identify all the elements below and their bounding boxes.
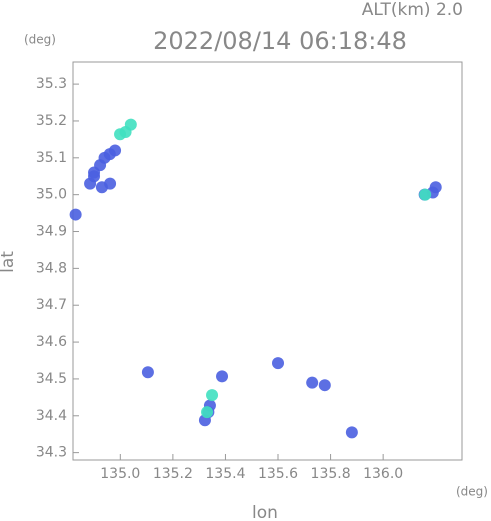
x-tick-label: 135.0 [100,466,140,482]
echo-cell [109,144,122,157]
y-axis-label: lat [0,251,18,273]
x-tick-label: 135.4 [205,466,245,482]
echo-cell [272,357,285,370]
y-tick-label: 34.4 [36,408,67,424]
echo-cell [429,181,442,194]
echo-cell [141,366,154,379]
echo-cell [206,389,219,402]
x-tick-label: 136.0 [363,466,403,482]
x-tick-label: 135.2 [153,466,193,482]
y-tick-label: 34.6 [36,334,67,350]
y-tick-label: 34.9 [36,224,67,240]
y-tick-label: 35.3 [36,76,67,92]
x-axis-label: lon [252,503,278,521]
echo-cell [419,188,432,201]
echo-cell [318,379,331,392]
y-tick-label: 35.1 [36,150,67,166]
y-tick-label: 35.0 [36,187,67,203]
echo-cell [69,208,82,221]
y-tick-label: 34.3 [36,445,67,461]
chart-title: 2022/08/14 06:18:48 [153,27,407,55]
y-tick-label: 34.7 [36,297,67,313]
echo-cell [345,426,358,439]
x-tick-label: 135.8 [311,466,351,482]
x-unit: (deg) [456,485,488,499]
y-tick-label: 34.5 [36,371,67,387]
y-tick-label: 35.2 [36,113,67,129]
echo-cell [95,181,108,194]
y-unit: (deg) [24,33,56,47]
echo-cell [124,118,137,131]
echo-cell [88,166,101,179]
echo-cell [201,406,214,419]
echo-cell [306,376,319,389]
plot-frame [72,61,463,461]
echo-cell [216,370,229,383]
y-tick-label: 34.8 [36,260,67,276]
chart-subtitle: ALT(km) 2.0 [362,0,463,20]
x-tick-label: 135.6 [258,466,298,482]
